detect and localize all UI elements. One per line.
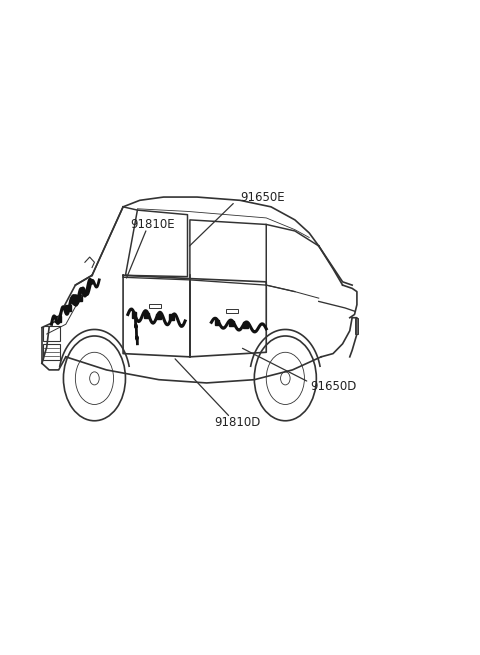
Bar: [156, 314, 161, 319]
Bar: [169, 314, 174, 320]
Bar: [355, 318, 359, 334]
Bar: [215, 320, 219, 325]
Bar: [76, 295, 82, 301]
Text: 91650E: 91650E: [240, 191, 285, 204]
Bar: [65, 305, 71, 311]
Text: 91810D: 91810D: [214, 415, 260, 428]
Bar: [229, 321, 234, 326]
Bar: [226, 309, 238, 313]
Text: 91650D: 91650D: [311, 380, 357, 393]
Bar: [43, 326, 60, 341]
Bar: [243, 322, 248, 328]
Bar: [132, 312, 136, 318]
Bar: [149, 304, 161, 308]
Bar: [144, 313, 149, 318]
Circle shape: [72, 295, 79, 305]
Bar: [55, 316, 60, 322]
Text: 91810E: 91810E: [130, 218, 175, 231]
Bar: [43, 344, 60, 360]
